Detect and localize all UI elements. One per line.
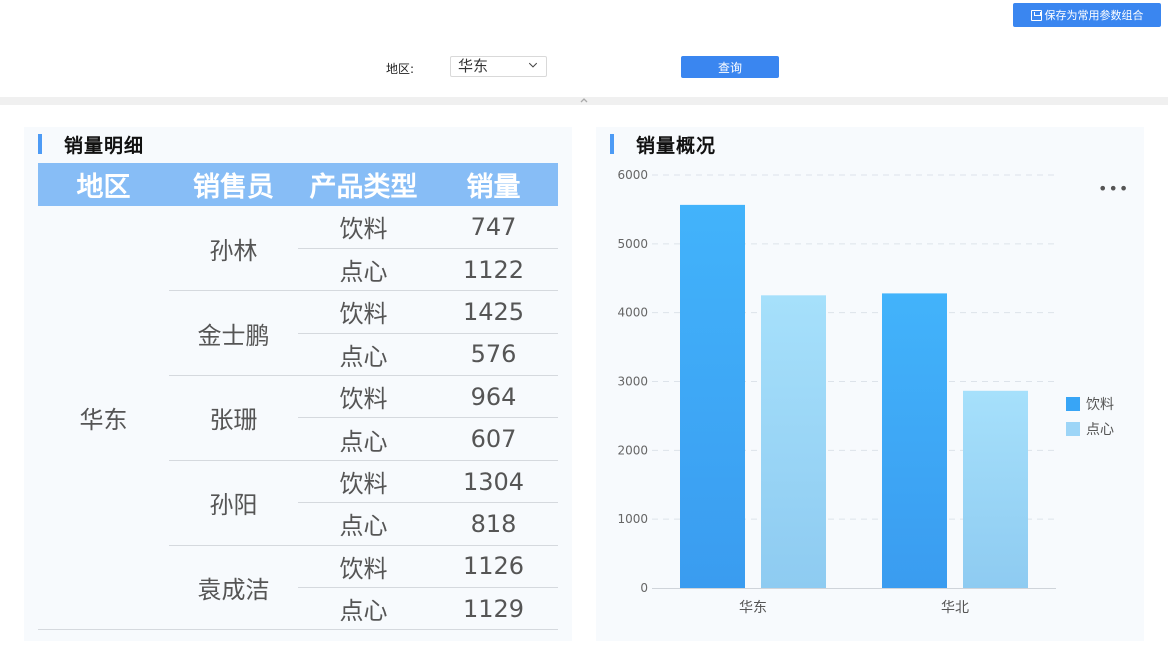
header-type[interactable]: 产品类型 (298, 163, 429, 206)
collapse-handle[interactable] (578, 96, 590, 105)
bar (963, 390, 1028, 588)
cell-product-type: 饮料 (298, 545, 429, 589)
detail-table-body: 华东 孙林 饮料 747 点心 1122 金士鹏 饮料 1425 点心 576 张珊 饮料 964 点心 60… (38, 206, 558, 631)
toolbar: 保存为常用参数组合 地区: 华东 查询 (0, 0, 1168, 97)
y-tick-label: 3000 (617, 375, 648, 389)
region-select-value: 华东 (458, 57, 489, 75)
cell-product-type: 饮料 (298, 375, 429, 419)
cell-qty: 964 (429, 375, 558, 419)
cell-product-type: 点心 (298, 248, 429, 292)
detail-title: 销量明细 (64, 134, 145, 157)
detail-panel: 销量明细 地区 销售员 产品类型 销量 华东 孙林 饮料 747 点心 1122 金士鹏 饮料… (24, 127, 572, 641)
cell-qty: 607 (429, 417, 558, 461)
y-tick-label: 1000 (617, 512, 648, 526)
chevron-down-icon (528, 62, 538, 68)
cell-seller: 孙阳 (169, 460, 298, 546)
header-qty[interactable]: 销量 (429, 163, 558, 206)
cell-qty: 818 (429, 502, 558, 546)
legend-swatch (1066, 396, 1080, 411)
x-tick-label: 华东 (739, 600, 767, 616)
table-row: 华东 孙林 饮料 747 (38, 206, 558, 631)
query-button[interactable]: 查询 (681, 56, 779, 78)
table-row: 点心 818 (38, 502, 558, 546)
save-params-button[interactable]: 保存为常用参数组合 (1013, 3, 1161, 27)
overview-title: 销量概况 (636, 134, 717, 157)
region-label: 地区: (386, 62, 415, 76)
cell-product-type: 点心 (298, 502, 429, 546)
table-row: 点心 576 (38, 333, 558, 377)
overview-panel: 销量概况 ••• 0 1000 2000 3000 4000 5000 6000 华东 华北 饮… (596, 127, 1144, 641)
table-row: 孙阳 饮料 1304 (38, 460, 558, 546)
title-accent-bar (610, 134, 614, 154)
y-tick-label: 0 (640, 581, 648, 595)
table-row: 点心 1129 (38, 587, 558, 631)
parameter-divider (0, 97, 1168, 105)
header-region[interactable]: 地区 (38, 163, 169, 206)
cell-product-type: 饮料 (298, 206, 429, 249)
cell-qty: 1425 (429, 290, 558, 334)
cell-product-type: 点心 (298, 587, 429, 631)
cell-product-type: 饮料 (298, 460, 429, 504)
legend-item[interactable]: 饮料 (1066, 391, 1114, 416)
legend-swatch (1066, 421, 1080, 436)
cell-qty: 1122 (429, 248, 558, 292)
detail-panel-title: 销量明细 (38, 133, 145, 157)
legend-label: 点心 (1086, 421, 1114, 438)
cell-seller: 金士鹏 (169, 290, 298, 377)
header-seller[interactable]: 销售员 (169, 163, 298, 206)
legend-item[interactable]: 点心 (1066, 416, 1114, 441)
x-tick-label: 华北 (941, 600, 969, 616)
cell-qty: 1126 (429, 545, 558, 589)
cell-qty: 747 (429, 206, 558, 249)
more-horizontal-icon[interactable]: ••• (1098, 179, 1130, 198)
bar (882, 293, 947, 588)
chart-legend: 饮料 点心 (1066, 391, 1114, 441)
table-row: 袁成洁 饮料 1126 (38, 545, 558, 631)
bar (680, 204, 745, 588)
y-tick-label: 4000 (617, 306, 648, 320)
cell-seller: 孙林 (169, 206, 298, 292)
region-select[interactable]: 华东 (450, 56, 547, 77)
cell-qty: 576 (429, 333, 558, 377)
cell-seller: 张珊 (169, 375, 298, 461)
cell-qty: 1129 (429, 587, 558, 631)
save-params-label: 保存为常用参数组合 (1044, 9, 1144, 22)
cell-region: 华东 (38, 206, 169, 631)
detail-table: 地区 销售员 产品类型 销量 华东 孙林 饮料 747 点心 1122 金士鹏 饮料 1425 点… (38, 163, 558, 631)
bar (761, 295, 826, 588)
y-tick-label: 6000 (617, 168, 648, 182)
save-icon (1030, 9, 1042, 21)
table-row: 点心 607 (38, 417, 558, 461)
y-tick-label: 5000 (617, 237, 648, 251)
legend-label: 饮料 (1086, 396, 1114, 413)
overview-panel-title: 销量概况 (610, 133, 717, 157)
sales-bar-chart: 0 1000 2000 3000 4000 5000 6000 华东 华北 (617, 168, 1056, 616)
cell-qty: 1304 (429, 460, 558, 504)
cell-product-type: 点心 (298, 417, 429, 461)
cell-seller: 袁成洁 (169, 545, 298, 631)
title-accent-bar (38, 134, 42, 154)
cell-product-type: 饮料 (298, 290, 429, 334)
table-row: 点心 1122 (38, 248, 558, 292)
y-tick-label: 2000 (617, 443, 648, 457)
chevron-up-icon (580, 98, 588, 103)
table-header-row: 地区 销售员 产品类型 销量 (38, 163, 558, 206)
cell-product-type: 点心 (298, 333, 429, 377)
table-row: 张珊 饮料 964 (38, 375, 558, 461)
table-row: 金士鹏 饮料 1425 (38, 290, 558, 377)
